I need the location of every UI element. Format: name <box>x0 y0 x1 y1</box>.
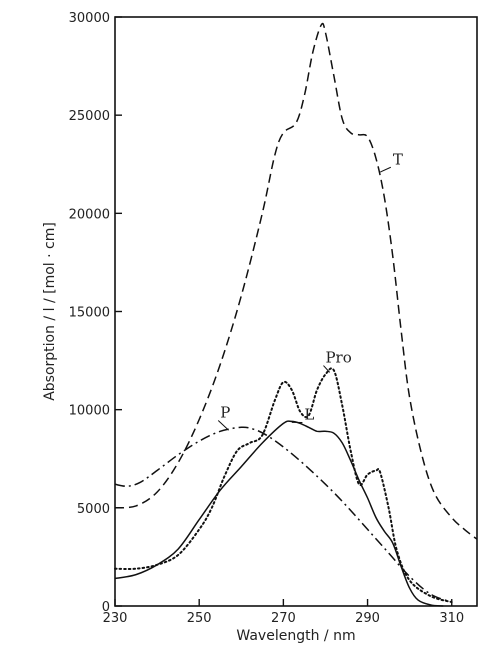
axis-ticks <box>114 16 453 607</box>
series-line-p <box>114 426 452 603</box>
x-axis-label: Wavelength / nm <box>236 628 355 644</box>
series-annotations: T P Pro L <box>217 150 403 431</box>
x-tick-labels: 230 250 270 290 310 <box>103 611 465 626</box>
x-tick-label: 230 <box>103 611 128 626</box>
plot-frame <box>114 16 478 607</box>
series-label-pro: Pro <box>325 349 351 367</box>
y-tick-labels: 0 5000 10000 15000 20000 25000 30000 <box>69 11 110 615</box>
y-tick-label: 15000 <box>69 306 110 321</box>
x-tick-label: 310 <box>439 611 464 626</box>
y-tick-label: 5000 <box>77 502 110 517</box>
y-tick-label: 25000 <box>69 109 110 124</box>
annotation-leader <box>379 166 392 173</box>
y-tick-label: 30000 <box>69 11 110 26</box>
x-tick-label: 290 <box>355 611 380 626</box>
series-label-p: P <box>220 404 230 422</box>
y-axis-label: Absorption / l / [mol · cm] <box>42 222 58 401</box>
x-tick-label: 250 <box>187 611 212 626</box>
y-tick-label: 0 <box>102 600 110 615</box>
series-label-t: T <box>393 150 403 168</box>
annotation-leader <box>323 365 331 373</box>
y-tick-label: 20000 <box>69 207 110 222</box>
series-line-l <box>114 420 444 607</box>
series-line-t <box>114 22 478 540</box>
series-label-l: L <box>304 405 314 423</box>
annotation-leader <box>217 420 229 431</box>
series-lines <box>114 22 478 607</box>
x-tick-label: 270 <box>271 611 296 626</box>
y-tick-label: 10000 <box>69 404 110 419</box>
series-line-pro <box>114 367 453 604</box>
